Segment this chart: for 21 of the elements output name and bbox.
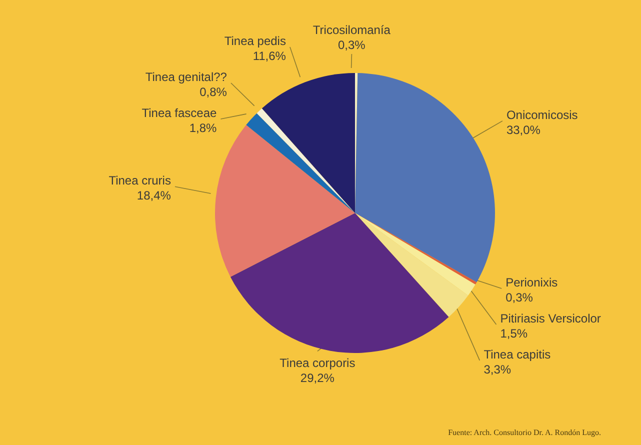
slice-label: Tinea fasceae — [142, 106, 218, 120]
slice-label: Tinea cruris — [108, 174, 171, 188]
data-label: 0,8% — [200, 84, 228, 99]
data-label: 29,2% — [300, 371, 335, 386]
data-label: 3,3% — [484, 362, 512, 376]
slice-label: Tinea corporis — [280, 356, 356, 370]
slice-label: Tinea pedis — [224, 34, 286, 48]
slice-label: Pitiriasis Versicolor — [500, 311, 601, 326]
slice-label: Tinea genital?? — [145, 70, 228, 84]
data-label: 0,3% — [506, 290, 534, 304]
slice-label: Tricosilomanía — [312, 23, 391, 38]
data-label: 1,5% — [500, 326, 528, 340]
data-label: 11,6% — [252, 48, 286, 63]
data-label: 33,0% — [506, 122, 541, 137]
data-label: 0,3% — [338, 38, 366, 52]
source-note: Fuente: Arch. Consultorio Dr. A. Rondón Lugo. — [448, 428, 601, 437]
slice-label: Tinea capitis — [484, 347, 551, 362]
slice-label: Perionixis — [506, 275, 558, 290]
data-label: 18,4% — [136, 188, 172, 203]
data-label: 1,8% — [189, 120, 218, 135]
slice-label: Onicomicosis — [506, 108, 578, 122]
